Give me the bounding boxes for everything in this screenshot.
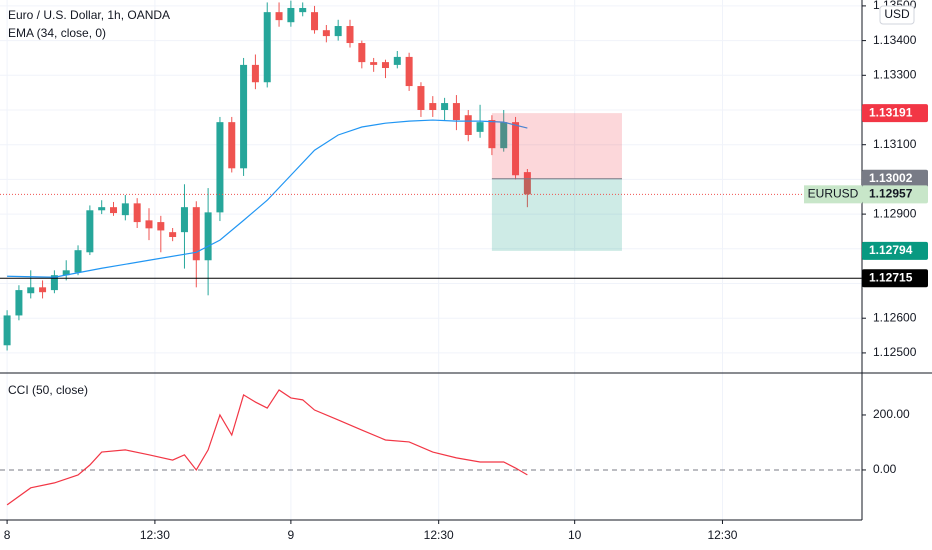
candle-body [74,250,82,273]
candle-body [334,26,342,37]
candle-body [523,172,531,195]
candle-body [98,207,106,211]
candle-body [488,120,496,149]
cci-line [6,389,528,506]
price-label: 1.12794 [869,243,913,257]
price-label-box [862,185,928,204]
candle-body [204,212,212,261]
chart-title: Euro / U.S. Dollar, 1h, OANDA [8,8,170,22]
y-tick-label: 1.12600 [873,310,917,324]
candle-body [299,7,307,13]
candle-body [251,64,259,83]
symbol-box [804,185,862,204]
price-label: 1.12715 [869,270,913,284]
candle-body [476,122,484,132]
candle-body [429,103,437,111]
grid [0,0,862,520]
candle-body [381,62,389,69]
price-label-box [862,104,928,123]
x-tick-label: 10 [568,528,582,542]
currency-box[interactable] [879,5,915,25]
stop-zone [491,113,622,179]
y-tick-label: 200.00 [873,407,910,421]
candle-body [180,207,188,233]
price-label-box [862,241,928,260]
candle-body [287,7,295,23]
candle-body [86,210,94,253]
price-label-box [862,169,928,188]
x-tick-label: 8 [4,528,11,542]
candle-body [39,287,47,293]
candle-body [358,43,366,63]
price-label: 1.13002 [869,171,913,185]
cci-label: CCI (50, close) [8,383,88,397]
price-label: 1.12957 [869,187,913,201]
y-tick-label: 1.12500 [873,345,917,359]
candle-body [145,220,153,229]
y-tick-label: 1.13100 [873,137,917,151]
candle-body [346,26,354,44]
candle-body [192,207,200,261]
candle-body [500,122,508,149]
price-label-box [862,269,928,288]
candle-body [157,222,165,231]
candle-body [441,103,449,111]
ema-line [7,119,528,278]
plot [0,0,862,506]
candle-body [3,315,11,346]
x-tick-label: 12:30 [140,528,170,542]
candle-body [169,232,177,238]
candle-body [133,203,141,223]
candle-body [62,270,70,276]
candle-body [121,203,129,216]
price-label: 1.13191 [869,105,913,119]
y-tick-label: 1.12900 [873,206,917,220]
candle-body [452,103,460,121]
candle-body [370,62,378,65]
currency[interactable]: USD [884,7,910,21]
candle-body [275,12,283,21]
y-tick-label: 0.00 [873,462,897,476]
candle-body [50,275,58,291]
x-tick-label: 12:30 [707,528,737,542]
symbol-label: EURUSD [808,187,859,201]
candle-body [311,12,319,31]
candle-body [27,287,35,294]
candle-body [228,122,236,169]
candle-body [15,290,23,316]
target-zone [491,178,622,251]
candle-body [240,64,248,169]
y-tick-label: 1.13300 [873,67,917,81]
candle-body [512,122,520,176]
candle-body [405,56,413,87]
y-tick-label: 1.13400 [873,33,917,47]
x-tick-label: 12:30 [424,528,454,542]
x-tick-label: 9 [288,528,295,542]
candle-body [464,115,472,135]
candle-body [322,30,330,37]
candle-body [417,86,425,111]
indicator-label: EMA (34, close, 0) [8,26,106,40]
candle-body [393,56,401,65]
candle-body [110,207,118,214]
candle-body [216,122,224,213]
candle-body [263,12,271,83]
